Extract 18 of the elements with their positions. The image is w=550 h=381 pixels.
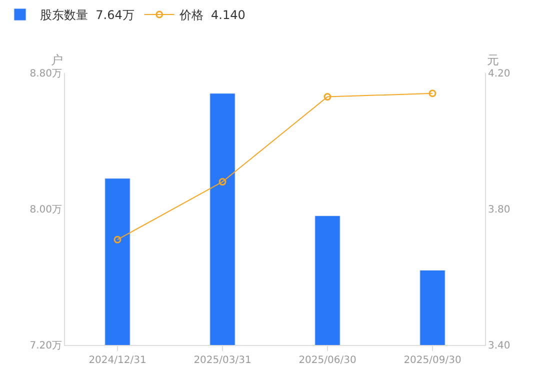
point: [218, 178, 226, 186]
y-tick-label: 8.00万: [30, 204, 62, 216]
y2-axis-title: 元: [487, 53, 499, 67]
y2-tick-label: 4.20: [488, 68, 510, 80]
legend-label: 股东数量 7.64万: [40, 8, 134, 22]
point: [428, 90, 436, 98]
x-tick-label: 2025/03/31: [194, 355, 252, 366]
x-tick-label: 2024/12/31: [88, 355, 146, 366]
x-tick-label: 2025/06/30: [298, 355, 356, 366]
y-tick-label: 7.20万: [30, 340, 62, 352]
y2-tick-label: 3.80: [488, 204, 510, 216]
legend-label: 价格 4.140: [178, 8, 246, 22]
y-tick-label: 8.80万: [30, 68, 62, 80]
point: [324, 93, 332, 101]
y2-tick-label: 3.40: [488, 340, 510, 352]
point: [114, 236, 122, 244]
x-tick-label: 2025/09/30: [404, 355, 462, 366]
y-axis-title: 户: [51, 53, 63, 67]
